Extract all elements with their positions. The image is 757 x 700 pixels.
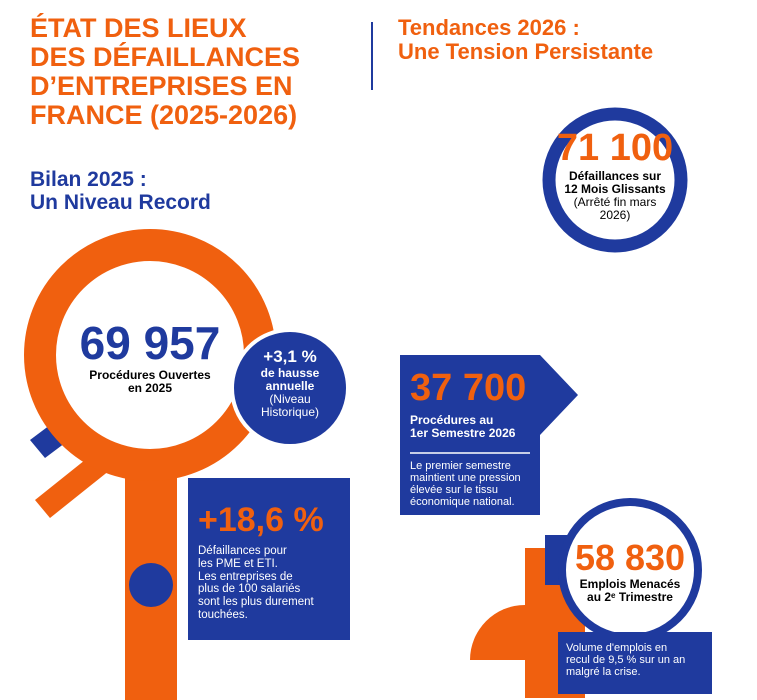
subtitle-line: Tendances 2026 : (398, 15, 580, 40)
stat-note: 2026) (599, 208, 631, 223)
stat-label: au 2ᵉ Trimestre (587, 589, 673, 604)
stat-text: touchées. (198, 608, 248, 621)
subtitle: Tendances 2026 : Une Tension Persistante (398, 15, 654, 65)
stat-value: +18,6 % (198, 501, 324, 539)
heading-line: Bilan 2025 : (30, 168, 147, 191)
sme: +18,6 % Défaillances pour les PME et ETI… (198, 501, 324, 621)
stat-text: élevée sur le tissu (410, 484, 499, 497)
growth: +3,1 % de hausse annuelle (Niveau Histor… (235, 347, 345, 420)
procedures: 69 957 Procédures Ouvertes en 2025 (50, 318, 250, 395)
stat-value: 58 830 (574, 537, 686, 578)
stat-text: économique national. (410, 496, 515, 509)
stat-text: sont les plus durement (198, 595, 314, 608)
stat-text: les PME et ETI. (198, 558, 278, 571)
jobs-text: Volume d'emplois en recul de 9,5 % sur u… (566, 642, 685, 678)
title: ÉTAT DES LIEUX DES DÉFAILLANCES D’ENTREP… (30, 13, 301, 131)
stat-value: 37 700 (410, 367, 527, 409)
stat-text: plus de 100 salariés (198, 583, 301, 596)
stat-note: Historique) (260, 405, 320, 420)
title-line: D’ENTREPRISES EN (30, 71, 293, 102)
stat-label: 12 Mois Glissants (564, 181, 666, 196)
stat-label: de hausse (260, 365, 320, 380)
rolling-circle (542, 107, 688, 253)
stat-label: Procédures au (410, 412, 494, 427)
stat-note: (Niveau (269, 392, 311, 407)
stat-value: +3,1 % (263, 347, 317, 366)
handle-dot (129, 563, 173, 607)
heading-line: Un Niveau Record (30, 191, 211, 215)
stat-label: Défaillances sur (568, 168, 662, 183)
stat-text: Défaillances pour (198, 545, 287, 558)
stat-text: Volume d'emplois en (566, 642, 668, 654)
stat-label: Procédures Ouvertes (89, 367, 211, 382)
stat-text: maintient une pression (410, 472, 521, 485)
stat-value: 69 957 (79, 317, 221, 369)
stat-label: 1er Semestre 2026 (410, 425, 516, 440)
stat-label: annuelle (265, 378, 315, 393)
stat-text: recul de 9,5 % sur un an (566, 654, 686, 667)
subtitle-line: Une Tension Persistante (398, 39, 654, 65)
stat-text: Les entreprises de (198, 570, 293, 583)
sme-box (188, 478, 350, 640)
title-line: FRANCE (2025-2026) (30, 100, 298, 131)
semester-box (400, 355, 578, 515)
heading: Bilan 2025 : Un Niveau Record (30, 168, 211, 214)
title-line: ÉTAT DES LIEUX (30, 13, 247, 43)
stat-note: (Arrêté fin mars (573, 195, 657, 210)
stat-label: en 2025 (127, 380, 173, 395)
rolling: 71 100 Défaillances sur 12 Mois Glissant… (545, 127, 685, 223)
semester-text: Le premier semestre maintient une pressi… (410, 460, 521, 508)
jobs: 58 830 Emplois Menacés au 2ᵉ Trimestre (560, 538, 700, 604)
semester: 37 700 Procédures au 1er Semestre 2026 (410, 367, 527, 440)
stat-text: Le premier semestre (410, 460, 511, 472)
growth-circle (230, 328, 350, 448)
title-line: DES DÉFAILLANCES (30, 42, 301, 73)
jobs-box (558, 632, 712, 694)
stat-label: Emplois Menacés (579, 576, 681, 591)
stat-value: 71 100 (556, 127, 674, 169)
stat-text: malgré la crise. (566, 666, 641, 679)
